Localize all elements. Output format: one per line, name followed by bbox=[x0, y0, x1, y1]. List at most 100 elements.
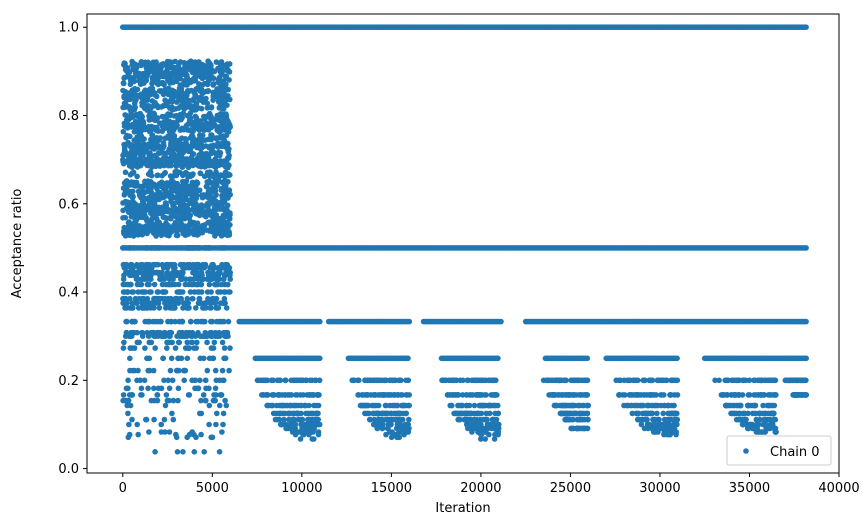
data-point bbox=[224, 102, 230, 108]
data-point bbox=[179, 213, 185, 219]
data-point bbox=[282, 377, 289, 384]
data-point bbox=[197, 211, 203, 217]
data-point bbox=[131, 78, 137, 85]
data-point bbox=[305, 416, 311, 423]
data-point bbox=[144, 305, 151, 311]
data-point bbox=[132, 148, 138, 155]
data-point bbox=[216, 449, 223, 455]
data-point bbox=[208, 434, 214, 441]
data-point bbox=[170, 79, 176, 86]
data-point bbox=[183, 102, 190, 108]
data-point bbox=[160, 91, 167, 98]
data-point bbox=[482, 402, 489, 409]
data-point bbox=[147, 367, 153, 374]
data-point bbox=[265, 402, 272, 409]
data-point bbox=[120, 160, 127, 167]
data-point bbox=[379, 425, 386, 432]
data-point bbox=[197, 170, 204, 177]
data-point bbox=[127, 402, 134, 409]
data-point bbox=[148, 289, 154, 295]
data-point bbox=[190, 78, 197, 84]
data-point bbox=[313, 402, 320, 409]
data-point bbox=[221, 245, 228, 251]
data-point bbox=[208, 160, 215, 167]
data-point bbox=[176, 318, 182, 325]
data-point bbox=[166, 276, 173, 283]
data-point bbox=[225, 148, 231, 155]
data-point bbox=[158, 429, 165, 435]
data-point bbox=[131, 245, 137, 251]
data-point bbox=[198, 154, 204, 160]
data-point bbox=[176, 339, 182, 346]
data-point bbox=[164, 397, 171, 404]
data-point bbox=[138, 207, 145, 213]
data-point bbox=[164, 265, 171, 271]
data-point bbox=[211, 392, 217, 398]
data-point bbox=[168, 215, 174, 222]
data-point bbox=[491, 436, 498, 442]
data-point bbox=[130, 265, 136, 271]
data-point bbox=[144, 355, 150, 362]
data-point bbox=[171, 188, 178, 194]
data-point bbox=[174, 199, 180, 205]
data-point bbox=[173, 145, 180, 152]
data-point bbox=[173, 434, 180, 441]
data-point bbox=[146, 339, 153, 346]
data-point bbox=[399, 402, 406, 409]
data-point bbox=[226, 367, 232, 374]
data-point bbox=[306, 402, 312, 409]
data-point bbox=[307, 377, 313, 384]
data-point bbox=[205, 58, 211, 64]
data-point bbox=[447, 392, 453, 398]
data-point bbox=[142, 289, 149, 295]
data-point bbox=[158, 232, 165, 239]
data-point bbox=[570, 410, 577, 417]
data-point bbox=[148, 227, 154, 234]
data-point bbox=[317, 318, 323, 325]
data-point bbox=[206, 421, 212, 428]
data-point bbox=[150, 103, 157, 109]
data-point bbox=[145, 333, 152, 340]
data-point bbox=[212, 281, 219, 288]
data-point bbox=[212, 300, 218, 306]
data-point bbox=[128, 281, 134, 288]
data-point bbox=[223, 132, 230, 139]
data-point bbox=[137, 377, 143, 384]
data-point bbox=[175, 397, 181, 404]
data-point bbox=[468, 392, 474, 398]
data-point bbox=[299, 416, 306, 423]
data-point bbox=[184, 345, 191, 351]
data-point bbox=[151, 416, 157, 423]
data-point bbox=[564, 410, 571, 417]
data-point bbox=[157, 163, 163, 169]
data-point bbox=[394, 392, 401, 398]
data-point bbox=[152, 449, 158, 455]
data-point bbox=[553, 402, 560, 409]
data-point bbox=[189, 171, 195, 178]
data-point bbox=[157, 276, 163, 283]
data-point bbox=[227, 289, 233, 295]
data-point bbox=[378, 416, 385, 423]
data-point bbox=[182, 333, 188, 340]
data-point bbox=[404, 392, 411, 398]
data-point bbox=[226, 77, 232, 83]
data-point bbox=[151, 91, 157, 97]
data-point bbox=[225, 124, 231, 130]
data-point bbox=[184, 214, 191, 220]
data-point bbox=[177, 127, 184, 133]
data-point bbox=[459, 392, 466, 398]
data-point bbox=[139, 392, 145, 398]
data-point bbox=[173, 169, 180, 175]
data-point bbox=[225, 281, 231, 288]
data-point bbox=[162, 192, 168, 199]
data-point bbox=[157, 245, 163, 251]
data-point bbox=[198, 431, 204, 438]
data-point bbox=[219, 339, 226, 346]
data-point bbox=[397, 410, 403, 417]
data-point bbox=[120, 245, 126, 251]
data-point bbox=[227, 345, 233, 351]
data-point bbox=[151, 182, 157, 189]
data-point bbox=[148, 172, 155, 179]
data-point bbox=[155, 81, 161, 88]
data-point bbox=[142, 229, 148, 235]
